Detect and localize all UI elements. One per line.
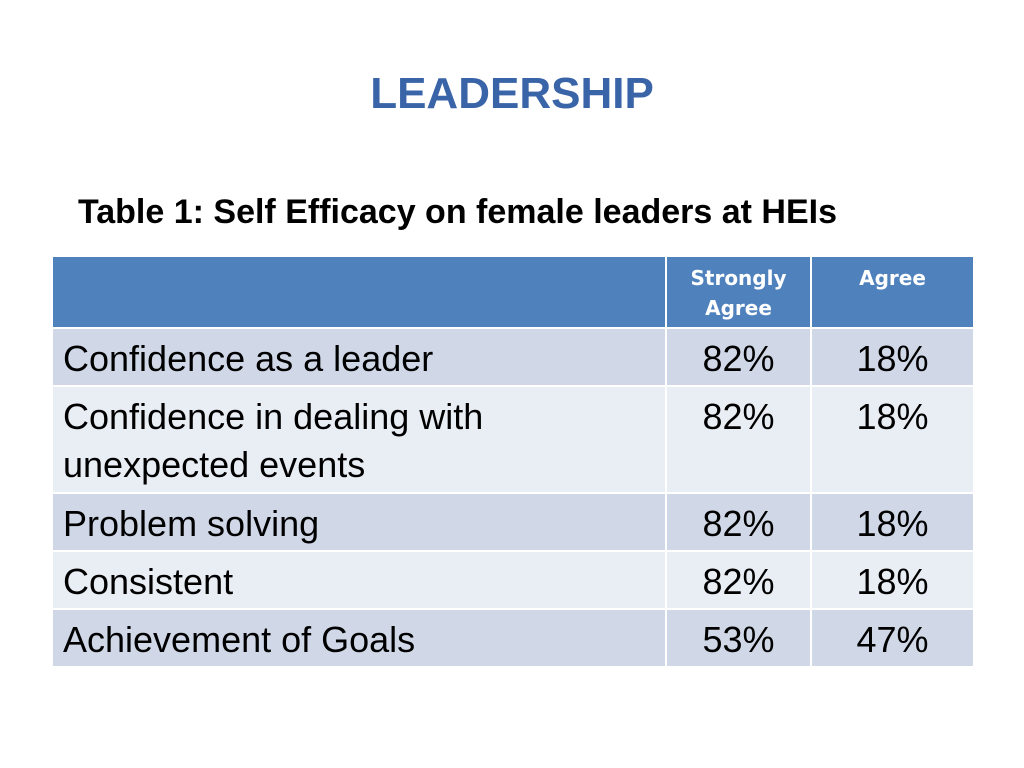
row-label: Consistent	[51, 550, 667, 610]
agree-value: 18%	[810, 492, 975, 552]
table-caption: Table 1: Self Efficacy on female leaders…	[78, 193, 838, 231]
agree-value: 18%	[810, 385, 975, 494]
strongly-agree-value: 82%	[665, 550, 812, 610]
strongly-agree-value: 82%	[665, 327, 812, 387]
agree-value: 18%	[810, 550, 975, 610]
row-label: Achievement of Goals	[51, 608, 667, 668]
self-efficacy-table: Strongly Agree Agree Confidence as a lea…	[51, 255, 975, 668]
table-row: Problem solving 82% 18%	[51, 492, 975, 552]
strongly-agree-value: 82%	[665, 385, 812, 494]
table-row: Confidence in dealing with unexpected ev…	[51, 385, 975, 494]
agree-value: 47%	[810, 608, 975, 668]
table-row: Achievement of Goals 53% 47%	[51, 608, 975, 668]
row-label: Problem solving	[51, 492, 667, 552]
agree-value: 18%	[810, 327, 975, 387]
header-agree: Agree	[810, 255, 975, 329]
row-label: Confidence as a leader	[51, 327, 667, 387]
header-item-cell	[51, 255, 667, 329]
table-header-row: Strongly Agree Agree	[51, 255, 975, 329]
header-strongly-agree: Strongly Agree	[665, 255, 812, 329]
strongly-agree-value: 82%	[665, 492, 812, 552]
strongly-agree-value: 53%	[665, 608, 812, 668]
table-row: Consistent 82% 18%	[51, 550, 975, 610]
slide-title: LEADERSHIP	[370, 69, 654, 118]
table-row: Confidence as a leader 82% 18%	[51, 327, 975, 387]
row-label: Confidence in dealing with unexpected ev…	[51, 385, 667, 494]
